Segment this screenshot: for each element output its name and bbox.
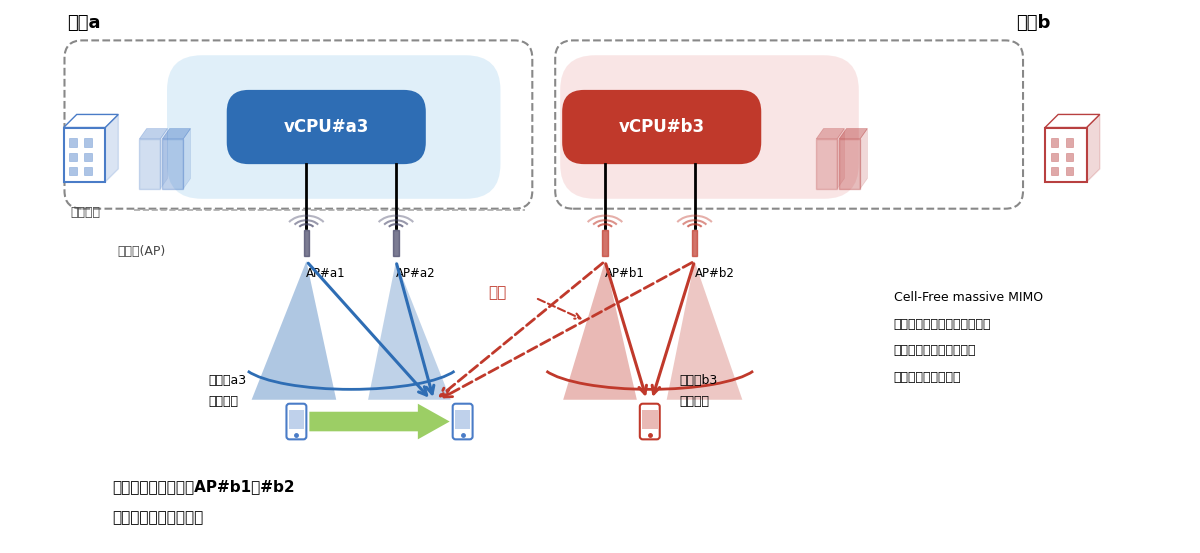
Text: vCPU#a3: vCPU#a3 [283, 118, 368, 136]
Text: （移動）: （移動） [209, 395, 239, 408]
Text: 接近させることで、AP#b1／#b2: 接近させることで、AP#b1／#b2 [113, 479, 295, 494]
FancyBboxPatch shape [691, 230, 697, 257]
FancyBboxPatch shape [640, 404, 660, 439]
Polygon shape [563, 261, 637, 400]
Polygon shape [139, 129, 168, 139]
Polygon shape [1087, 114, 1099, 182]
FancyBboxPatch shape [1066, 138, 1074, 147]
FancyBboxPatch shape [1050, 153, 1058, 161]
FancyBboxPatch shape [304, 230, 310, 257]
FancyBboxPatch shape [1066, 166, 1074, 175]
Text: 高い無線品質を維持: 高い無線品質を維持 [894, 371, 961, 384]
Polygon shape [816, 129, 845, 139]
FancyBboxPatch shape [1045, 128, 1087, 182]
Polygon shape [368, 261, 451, 400]
FancyBboxPatch shape [162, 139, 184, 189]
Polygon shape [838, 129, 845, 189]
Text: 技術による基地局アンテナ間: 技術による基地局アンテナ間 [894, 317, 991, 331]
Polygon shape [1045, 114, 1099, 128]
FancyBboxPatch shape [64, 128, 106, 182]
Text: 端末＃a3: 端末＃a3 [209, 374, 247, 387]
Text: AP#b1: AP#b1 [605, 267, 644, 280]
Polygon shape [839, 129, 868, 139]
FancyBboxPatch shape [167, 55, 500, 199]
FancyBboxPatch shape [560, 55, 859, 199]
Polygon shape [860, 129, 868, 189]
FancyBboxPatch shape [1050, 138, 1058, 147]
Polygon shape [64, 114, 119, 128]
Text: 局舎b: 局舎b [1016, 14, 1050, 32]
Text: からの干渉が強くなる: からの干渉が強くなる [113, 510, 204, 525]
Polygon shape [184, 129, 191, 189]
Text: AP#a1: AP#a1 [306, 267, 346, 280]
FancyBboxPatch shape [1066, 153, 1074, 161]
FancyBboxPatch shape [839, 139, 860, 189]
FancyBboxPatch shape [84, 166, 92, 175]
Polygon shape [106, 114, 119, 182]
FancyBboxPatch shape [70, 138, 77, 147]
Text: 端末＃b3: 端末＃b3 [679, 374, 718, 387]
Text: vCPU#b3: vCPU#b3 [619, 118, 704, 136]
FancyBboxPatch shape [287, 404, 306, 439]
Polygon shape [310, 404, 450, 439]
Text: 連携で、同一局舎内では: 連携で、同一局舎内では [894, 345, 976, 357]
Text: 干渉: 干渉 [488, 285, 506, 300]
Text: AP#b2: AP#b2 [695, 267, 734, 280]
FancyBboxPatch shape [139, 139, 160, 189]
FancyBboxPatch shape [1050, 166, 1058, 175]
FancyBboxPatch shape [394, 230, 398, 257]
FancyBboxPatch shape [227, 90, 426, 164]
Polygon shape [667, 261, 743, 400]
Text: AP#a2: AP#a2 [396, 267, 436, 280]
FancyBboxPatch shape [816, 139, 838, 189]
Text: Cell-Free massive MIMO: Cell-Free massive MIMO [894, 291, 1043, 304]
FancyBboxPatch shape [289, 410, 304, 429]
FancyBboxPatch shape [84, 153, 92, 161]
FancyBboxPatch shape [642, 410, 658, 429]
Text: サーバー: サーバー [71, 206, 101, 219]
FancyBboxPatch shape [602, 230, 608, 257]
Polygon shape [252, 261, 336, 400]
Text: 局舎a: 局舎a [67, 14, 101, 32]
FancyBboxPatch shape [70, 153, 77, 161]
FancyBboxPatch shape [452, 404, 473, 439]
Polygon shape [162, 129, 191, 139]
FancyBboxPatch shape [70, 166, 77, 175]
FancyBboxPatch shape [84, 138, 92, 147]
FancyBboxPatch shape [562, 90, 761, 164]
Text: （固定）: （固定） [679, 395, 709, 408]
Polygon shape [160, 129, 168, 189]
Text: 基地局(AP): 基地局(AP) [118, 245, 166, 258]
FancyBboxPatch shape [455, 410, 470, 429]
